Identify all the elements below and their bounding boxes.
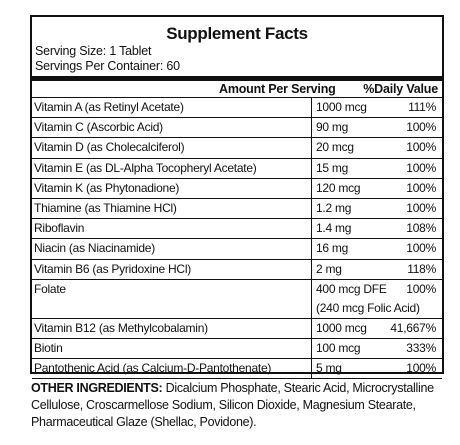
nutrient-row: Vitamin E (as DL-Alpha Tocopheryl Acetat… [32, 158, 442, 179]
nutrient-amount: 90 mg [316, 120, 349, 135]
column-divider [311, 118, 312, 138]
nutrient-amount: 2 mg [316, 261, 342, 276]
nutrient-daily-value: 100% [406, 140, 436, 155]
nutrient-rows: Vitamin A (as Retinyl Acetate) 1000 mcg 11… [32, 98, 442, 380]
column-divider [311, 318, 312, 338]
nutrient-daily-value: 333% [406, 340, 436, 355]
nutrient-row: Vitamin C (Ascorbic Acid) 90 mg 100% [32, 118, 442, 139]
nutrient-name: Riboflavin [34, 221, 85, 236]
nutrient-daily-value: 118% [407, 261, 436, 276]
nutrient-name: Niacin (as Niacinamide) [34, 241, 155, 256]
column-divider [311, 279, 312, 318]
nutrient-row: Folate 400 mcg DFE 100% (240 mcg Folic Acid… [32, 279, 442, 319]
column-divider [311, 219, 312, 239]
servings-per-container: Servings Per Container: 60 [35, 59, 180, 73]
nutrient-name: Vitamin B12 (as Methylcobalamin) [34, 320, 208, 335]
nutrient-daily-value: 100% [406, 120, 436, 135]
nutrient-amount: 1000 mcg [316, 100, 367, 114]
dv-header: %Daily Value [363, 82, 438, 96]
nutrient-daily-value: 100% [406, 180, 436, 195]
nutrient-amount: 5 mg [316, 361, 342, 376]
nutrient-amount: 120 mcg [316, 180, 361, 195]
supplement-facts-panel: Supplement Facts Serving Size: 1 Tablet … [30, 15, 444, 380]
nutrient-amount: 1.4 mg [316, 221, 352, 236]
nutrient-daily-value: 100% [406, 281, 436, 296]
nutrient-daily-value: 41,667% [390, 320, 436, 335]
column-divider [311, 138, 312, 158]
table-header: Amount Per Serving %Daily Value [32, 81, 442, 98]
nutrient-daily-value: 100% [406, 200, 436, 215]
nutrient-amount: 20 mcg [316, 140, 354, 155]
amount-header: Amount Per Serving [219, 82, 336, 96]
serving-size: Serving Size: 1 Tablet [35, 44, 152, 58]
other-ingredients-text: Dicalcium Phosphate, Stearic Acid, Micro… [31, 381, 434, 429]
nutrient-daily-value: 100% [406, 241, 436, 256]
other-ingredients: OTHER INGREDIENTS: Dicalcium Phosphate, … [31, 380, 446, 431]
column-divider [311, 259, 312, 279]
nutrient-row: Vitamin A (as Retinyl Acetate) 1000 mcg 11… [32, 98, 442, 119]
nutrient-name: Biotin [34, 340, 63, 355]
nutrient-note: (240 mcg Folic Acid) [316, 300, 420, 315]
nutrient-name: Pantothenic Acid (as Calcium-D-Pantothen… [34, 361, 272, 376]
title: Supplement Facts [166, 24, 308, 43]
nutrient-name: Vitamin E (as DL-Alpha Tocopheryl Acetat… [34, 160, 257, 175]
column-divider [311, 239, 312, 259]
nutrient-name: Thiamine (as Thiamine HCl) [34, 200, 177, 215]
nutrient-amount: 15 mg [316, 160, 349, 175]
nutrient-daily-value: 111% [408, 100, 436, 114]
nutrient-daily-value: 108% [406, 221, 436, 236]
nutrient-name: Vitamin C (Ascorbic Acid) [34, 120, 163, 135]
nutrient-name: Vitamin A (as Retinyl Acetate) [34, 100, 184, 114]
nutrient-row: Vitamin B6 (as Pyridoxine HCl) 2 mg 118% [32, 259, 442, 280]
nutrient-row: Vitamin B12 (as Methylcobalamin) 1000 mcg… [32, 318, 442, 339]
nutrient-amount: 100 mcg [316, 340, 361, 355]
nutrient-daily-value: 100% [406, 361, 436, 376]
nutrient-row: Niacin (as Niacinamide) 16 mg 100% [32, 239, 442, 260]
nutrient-daily-value: 100% [406, 160, 436, 175]
column-divider [311, 178, 312, 198]
nutrient-row: Thiamine (as Thiamine HCl) 1.2 mg 100% [32, 198, 442, 220]
nutrient-row: Vitamin D (as Cholecalciferol) 20 mcg 100% [32, 138, 442, 159]
column-divider [311, 359, 312, 379]
nutrient-amount: 1000 mcg [316, 320, 367, 335]
nutrient-name: Vitamin B6 (as Pyridoxine HCl) [34, 261, 192, 276]
nutrient-name: Vitamin D (as Cholecalciferol) [34, 140, 185, 155]
nutrient-row: Pantothenic Acid (as Calcium-D-Pantothen… [32, 359, 442, 380]
nutrient-row: Vitamin K (as Phytonadione) 120 mcg 100% [32, 178, 442, 199]
nutrient-name: Vitamin K (as Phytonadione) [34, 180, 180, 195]
nutrient-row: Riboflavin 1.4 mg 108% [32, 219, 442, 240]
other-ingredients-label: OTHER INGREDIENTS: [31, 381, 163, 395]
column-divider [311, 198, 312, 219]
column-divider [311, 98, 312, 118]
column-divider [311, 158, 312, 178]
divider-bar [32, 76, 442, 81]
nutrient-name: Folate [34, 281, 66, 296]
nutrient-amount: 400 mcg DFE [316, 281, 387, 296]
nutrient-row: Biotin 100 mcg 333% [32, 338, 442, 360]
column-divider [311, 338, 312, 359]
nutrient-amount: 1.2 mg [316, 200, 352, 215]
nutrient-amount: 16 mg [316, 241, 349, 256]
